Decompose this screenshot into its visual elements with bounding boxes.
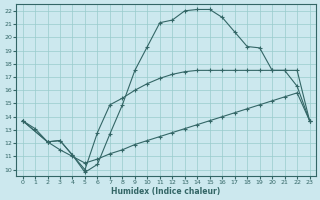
X-axis label: Humidex (Indice chaleur): Humidex (Indice chaleur) <box>111 187 221 196</box>
